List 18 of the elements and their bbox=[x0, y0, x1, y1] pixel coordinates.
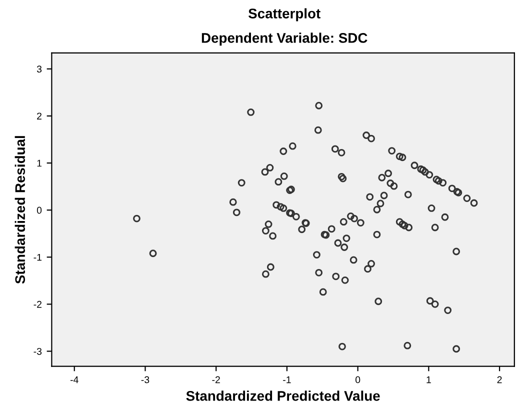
y-axis-title: Standardized Residual bbox=[14, 136, 26, 284]
chart-subtitle: Dependent Variable: SDC bbox=[202, 32, 368, 46]
x-axis-title: Standardized Predicted Value bbox=[186, 390, 380, 401]
x-tick-label: -2 bbox=[212, 376, 220, 384]
y-tick-label: 3 bbox=[36, 66, 42, 73]
chart-title: Scatterplot bbox=[248, 8, 320, 22]
x-tick-label: 2 bbox=[497, 376, 502, 384]
x-tick-label: 1 bbox=[426, 376, 431, 384]
x-tick-label: -1 bbox=[283, 376, 291, 384]
y-tick-label: -1 bbox=[34, 254, 42, 261]
x-tick-label: 0 bbox=[355, 376, 360, 384]
y-tick-label: 1 bbox=[37, 160, 42, 167]
y-tick-label: -3 bbox=[34, 348, 42, 355]
x-tick-label: -3 bbox=[141, 376, 150, 384]
y-tick-label: 0 bbox=[36, 206, 42, 214]
x-tick-label: -4 bbox=[70, 376, 78, 384]
y-tick-label: 2 bbox=[37, 112, 42, 120]
y-tick-label: -2 bbox=[34, 300, 42, 308]
